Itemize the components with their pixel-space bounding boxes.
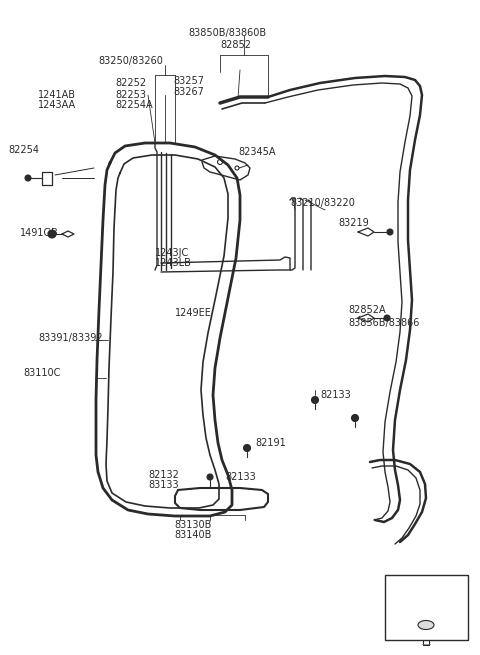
Text: 82133: 82133 — [320, 390, 351, 400]
Text: 83210/83220: 83210/83220 — [290, 198, 355, 208]
Circle shape — [207, 474, 213, 480]
Text: 83133: 83133 — [148, 480, 179, 490]
Text: 82253: 82253 — [115, 90, 146, 100]
Text: 83856B/83866: 83856B/83866 — [348, 318, 420, 328]
Text: 83267: 83267 — [173, 87, 204, 97]
Ellipse shape — [418, 620, 434, 629]
Text: 82252: 82252 — [115, 78, 146, 88]
Text: 82191: 82191 — [255, 438, 286, 448]
Circle shape — [312, 396, 319, 403]
Text: 82345A: 82345A — [238, 147, 276, 157]
Circle shape — [243, 445, 251, 451]
Text: 1249EE: 1249EE — [175, 308, 212, 318]
Text: 83140B: 83140B — [174, 530, 212, 540]
Circle shape — [25, 175, 31, 181]
Circle shape — [387, 229, 393, 235]
Circle shape — [48, 230, 56, 238]
Text: 82133: 82133 — [225, 472, 256, 482]
Circle shape — [384, 315, 390, 321]
Bar — [385, 575, 468, 640]
Text: 83850B/83860B: 83850B/83860B — [188, 28, 266, 38]
Text: 82132: 82132 — [148, 470, 179, 480]
Text: 83257: 83257 — [173, 76, 204, 86]
Text: 1243AA: 1243AA — [38, 100, 76, 110]
Text: 1241AB: 1241AB — [38, 90, 76, 100]
Text: 1491GB: 1491GB — [20, 228, 59, 238]
Text: 82254A: 82254A — [115, 100, 153, 110]
Text: 82852A: 82852A — [348, 305, 385, 315]
Circle shape — [351, 415, 359, 422]
Text: 1243JA: 1243JA — [407, 575, 445, 585]
Text: 83391/83392: 83391/83392 — [38, 333, 103, 343]
Text: 1243JC: 1243JC — [155, 248, 189, 258]
Text: 83250/83260: 83250/83260 — [98, 56, 163, 66]
Text: 83110C: 83110C — [23, 368, 60, 378]
Text: 83219: 83219 — [338, 218, 369, 228]
Text: 82852: 82852 — [220, 40, 251, 50]
Text: 83130B: 83130B — [174, 520, 212, 530]
Text: 1243LB: 1243LB — [155, 258, 192, 268]
Text: 82254: 82254 — [8, 145, 39, 155]
